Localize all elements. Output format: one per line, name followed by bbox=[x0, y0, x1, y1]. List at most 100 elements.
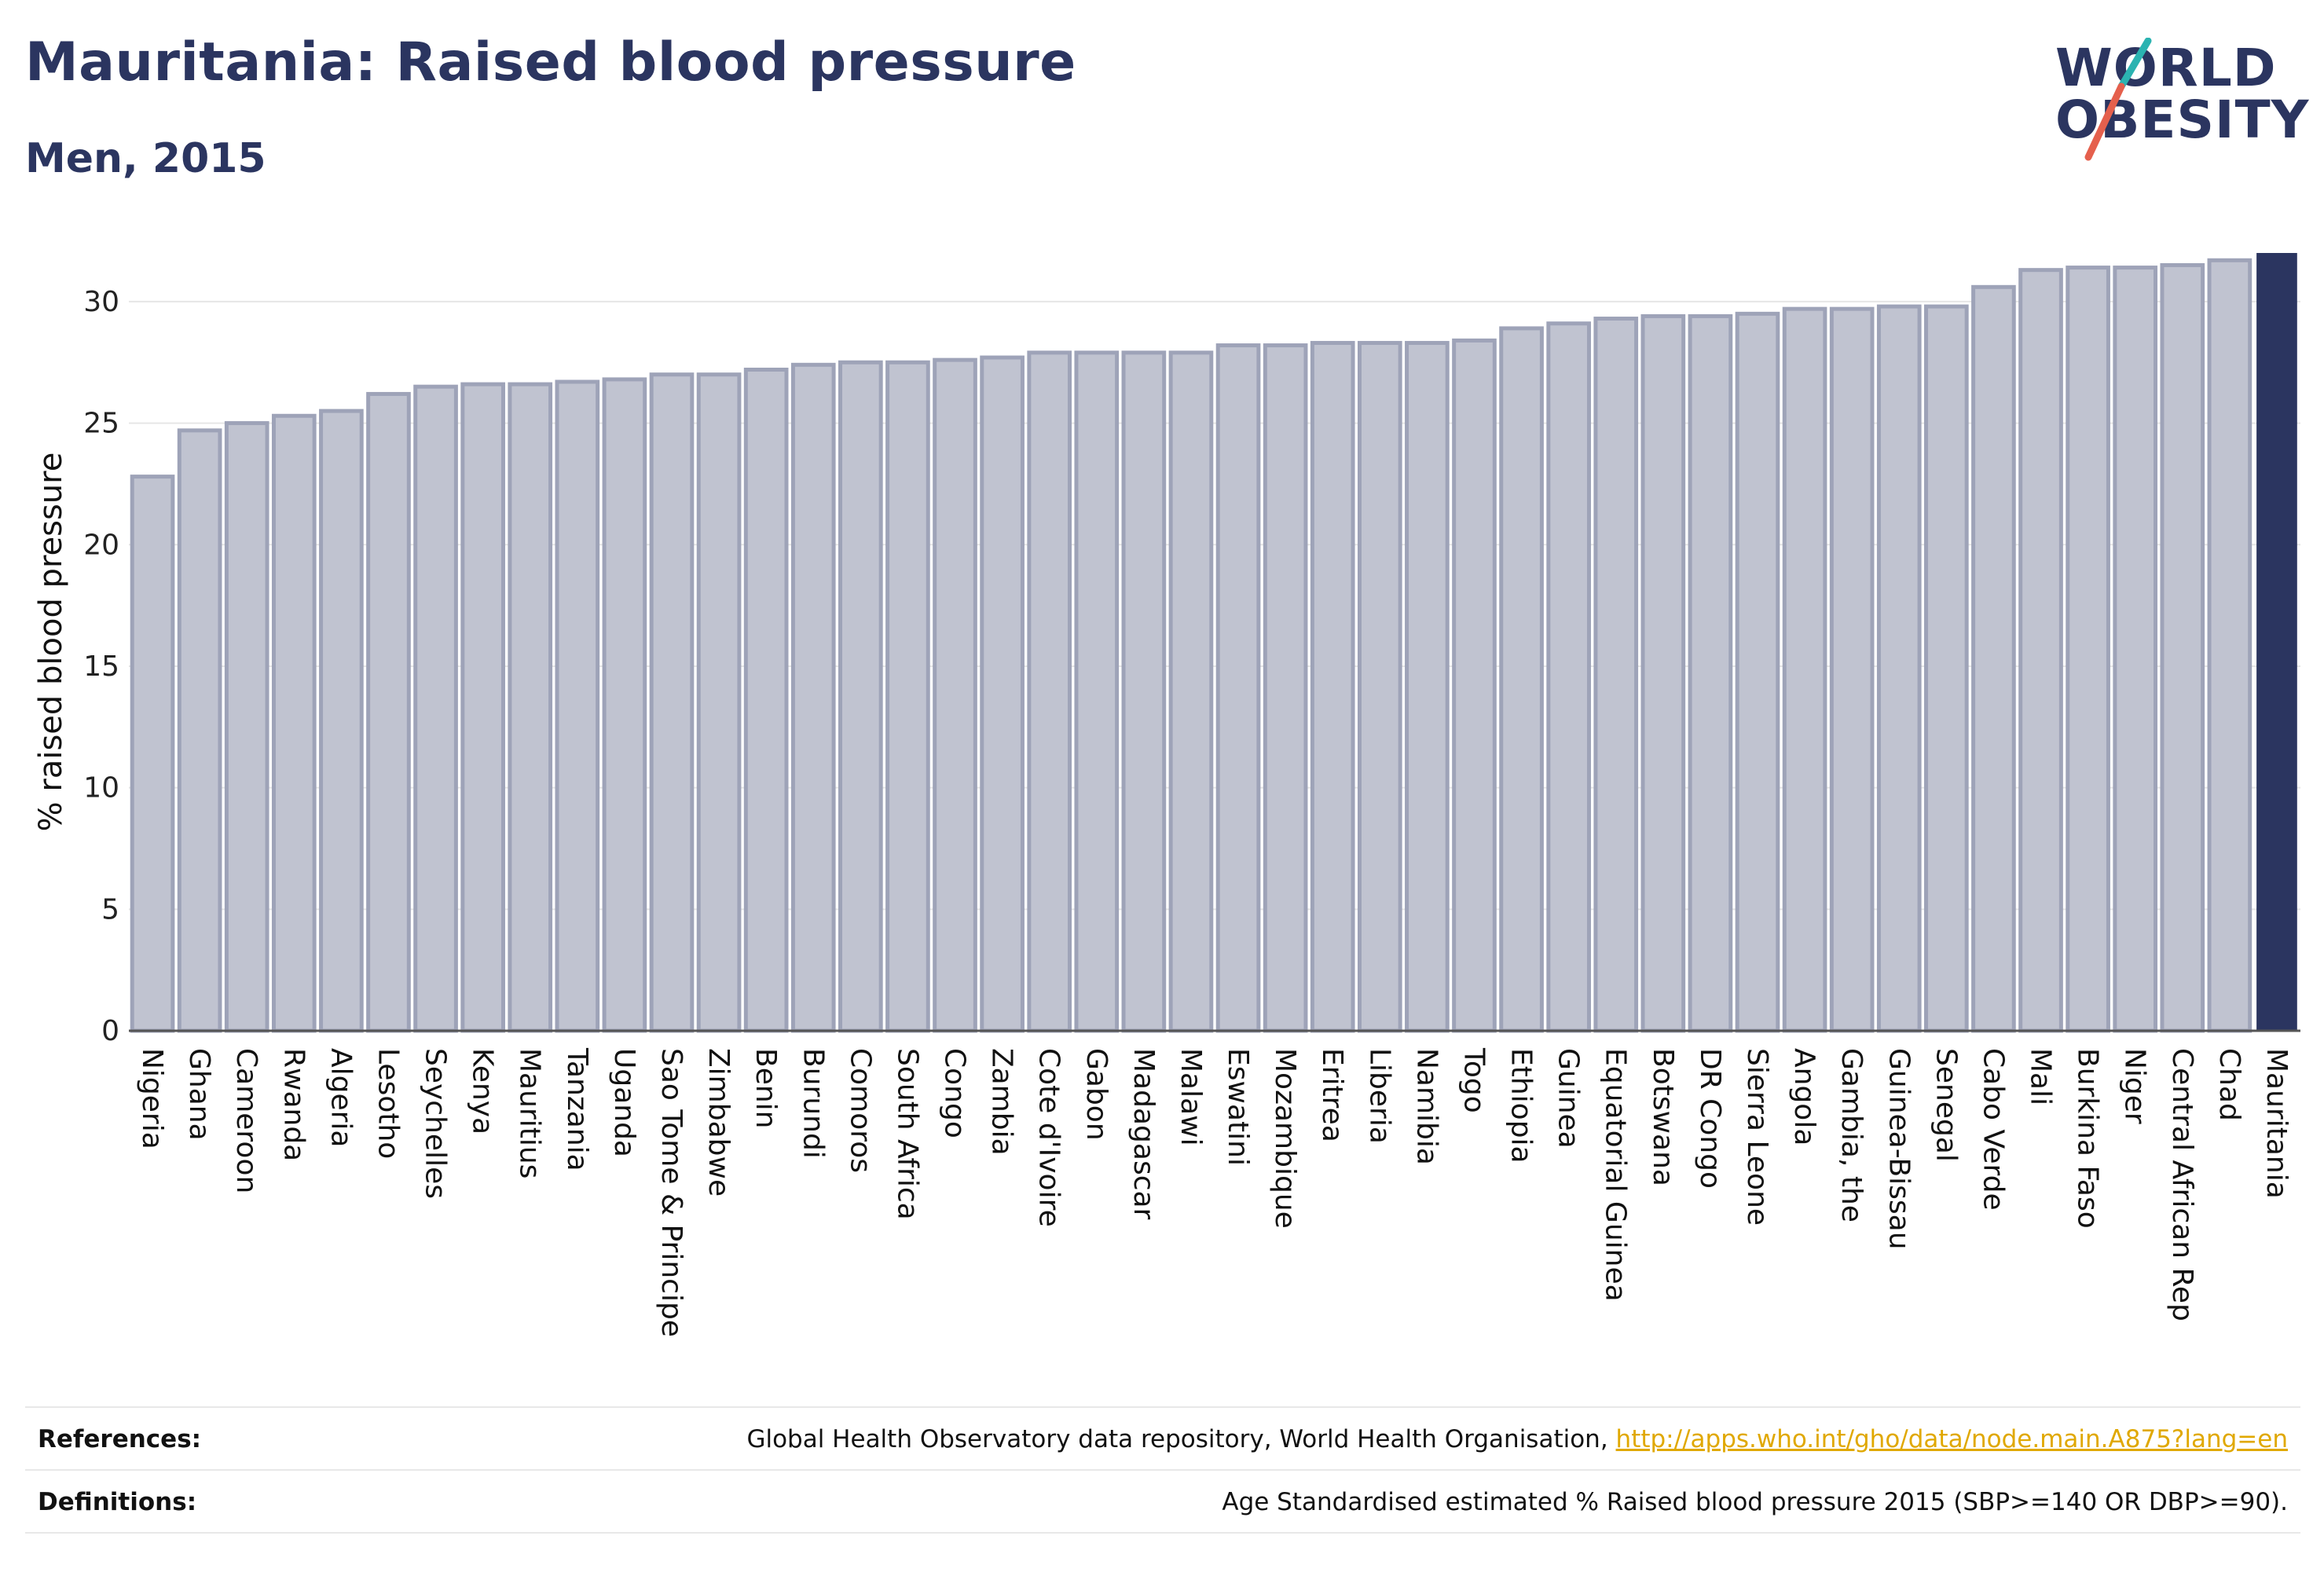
x-tick-label: Botswana bbox=[1647, 1048, 1679, 1186]
x-tick-label: Congo bbox=[939, 1048, 971, 1138]
bar-dr-congo bbox=[1688, 313, 1733, 1033]
x-tick-label: Nigeria bbox=[136, 1048, 168, 1149]
x-tick-label: Malawi bbox=[1175, 1048, 1207, 1146]
bar-central-african-rep bbox=[2160, 262, 2205, 1033]
references-label: References: bbox=[38, 1425, 202, 1453]
bar-gambia-the bbox=[1829, 306, 1875, 1033]
x-tick-label: Liberia bbox=[1363, 1048, 1395, 1144]
bar-equatorial-guinea bbox=[1593, 317, 1639, 1033]
bar-benin bbox=[743, 368, 789, 1033]
bar-madagascar bbox=[1121, 350, 1167, 1033]
bars bbox=[130, 253, 2297, 1033]
bar-nigeria bbox=[130, 475, 175, 1033]
x-tick-label: Lesotho bbox=[372, 1048, 404, 1159]
x-tick-label: Algeria bbox=[324, 1048, 357, 1148]
bar-togo bbox=[1452, 338, 1497, 1033]
bar-ghana bbox=[177, 428, 222, 1033]
x-tick-label: Zambia bbox=[986, 1048, 1018, 1156]
x-tick-label: Mali bbox=[2025, 1048, 2057, 1105]
y-tick-label: 20 bbox=[83, 529, 119, 561]
y-tick-label: 15 bbox=[83, 651, 119, 683]
y-tick-label: 10 bbox=[83, 772, 119, 804]
x-tick-label: Mauritania bbox=[2260, 1048, 2293, 1199]
footer-divider bbox=[25, 1532, 2300, 1534]
x-tick-label: Gambia, the bbox=[1835, 1048, 1868, 1222]
bar-liberia bbox=[1357, 340, 1402, 1033]
bar-algeria bbox=[319, 409, 364, 1033]
x-tick-label: Kenya bbox=[467, 1048, 499, 1134]
x-tick-label: Burkina Faso bbox=[2072, 1048, 2104, 1229]
bar-uganda bbox=[602, 377, 647, 1033]
bar-gabon bbox=[1074, 350, 1120, 1033]
definitions-text: Age Standardised estimated % Raised bloo… bbox=[1222, 1488, 2288, 1516]
bar-senegal bbox=[1924, 304, 1969, 1033]
x-tick-label: Senegal bbox=[1930, 1048, 1962, 1162]
x-tick-label: Chad bbox=[2213, 1048, 2245, 1121]
bar-mozambique bbox=[1263, 343, 1308, 1033]
bar-lesotho bbox=[366, 391, 411, 1033]
bar-mauritania bbox=[2256, 253, 2297, 1031]
axes: 0 5 10 15 20 25 30 Nigeria Ghana Cameroon Rwanda Al… bbox=[83, 286, 2300, 1337]
references-link[interactable]: http://apps.who.int/gho/data/node.main.A… bbox=[1615, 1425, 2288, 1453]
y-tick-label: 30 bbox=[83, 286, 119, 318]
bar-sierra-leone bbox=[1735, 311, 1780, 1033]
references-text: Global Health Observatory data repositor… bbox=[746, 1425, 1608, 1453]
bar-south-africa bbox=[885, 360, 930, 1033]
bar-mauritius bbox=[508, 382, 553, 1033]
bar-mali bbox=[2018, 268, 2063, 1033]
bar-ethiopia bbox=[1499, 326, 1544, 1033]
x-tick-label: Ethiopia bbox=[1505, 1048, 1538, 1164]
bar-zambia bbox=[980, 355, 1025, 1033]
x-tick-label: DR Congo bbox=[1694, 1048, 1726, 1189]
x-tick-label: Seychelles bbox=[420, 1048, 452, 1199]
x-tick-label: Cabo Verde bbox=[1977, 1048, 2009, 1211]
x-tick-label: Guinea bbox=[1552, 1048, 1585, 1149]
bar-tanzania bbox=[555, 379, 600, 1033]
bar-seychelles bbox=[413, 384, 458, 1033]
y-tick-label: 25 bbox=[83, 408, 119, 440]
x-tick-label: Tanzania bbox=[561, 1047, 593, 1171]
x-tick-label: Namibia bbox=[1410, 1048, 1442, 1165]
x-tick-label: Eritrea bbox=[1316, 1048, 1348, 1142]
x-tick-label: Rwanda bbox=[277, 1048, 310, 1161]
x-tick-label: Niger bbox=[2119, 1048, 2151, 1124]
references-value: Global Health Observatory data repositor… bbox=[746, 1425, 2288, 1453]
x-tick-label: Guinea-Bissau bbox=[1882, 1048, 1915, 1250]
bar-guinea-bissau bbox=[1876, 304, 1922, 1033]
y-tick-label: 5 bbox=[101, 893, 119, 925]
definitions-row: Definitions: Age Standardised estimated … bbox=[25, 1469, 2300, 1534]
x-tick-label: Sao Tome & Principe bbox=[655, 1048, 687, 1337]
bar-botswana bbox=[1640, 313, 1686, 1033]
bar-guinea bbox=[1546, 321, 1591, 1033]
world-obesity-logo: WORLD OBESITY bbox=[2043, 38, 2310, 171]
logo-slash-icon bbox=[2084, 38, 2152, 161]
x-tick-label: Mozambique bbox=[1269, 1048, 1301, 1229]
x-tick-label: Uganda bbox=[608, 1048, 640, 1157]
bar-angola bbox=[1782, 306, 1827, 1033]
x-tick-label: Mauritius bbox=[514, 1048, 546, 1178]
bar-cabo-verde bbox=[1971, 284, 2016, 1033]
x-tick-label: Gabon bbox=[1080, 1048, 1113, 1141]
page-subtitle: Men, 2015 bbox=[25, 135, 266, 182]
bar-comoros bbox=[838, 360, 883, 1033]
definitions-label: Definitions: bbox=[38, 1488, 197, 1516]
bar-eswatini bbox=[1215, 343, 1261, 1033]
x-tick-label: Eswatini bbox=[1222, 1048, 1254, 1166]
x-tick-label: Togo bbox=[1457, 1047, 1490, 1113]
x-tick-label: Central African Rep bbox=[2166, 1048, 2198, 1321]
bar-chart: 0 5 10 15 20 25 30 Nigeria Ghana Cameroon Rwanda Al… bbox=[33, 253, 2300, 1337]
bar-cameroon bbox=[224, 421, 269, 1033]
bar-eritrea bbox=[1310, 340, 1355, 1033]
y-axis-label: % raised blood pressure bbox=[33, 453, 69, 832]
x-tick-label: Comoros bbox=[844, 1048, 876, 1173]
bar-malawi bbox=[1168, 350, 1214, 1033]
x-tick-label: Ghana bbox=[183, 1048, 215, 1141]
bar-burkina-faso bbox=[2066, 266, 2110, 1033]
bar-niger bbox=[2113, 266, 2158, 1033]
logo-word-world: WORLD bbox=[2055, 38, 2277, 98]
y-tick-label: 0 bbox=[101, 1015, 119, 1047]
references-row: References: Global Health Observatory da… bbox=[25, 1406, 2300, 1471]
bar-chad bbox=[2207, 258, 2253, 1033]
x-tick-label: South Africa bbox=[891, 1048, 923, 1220]
